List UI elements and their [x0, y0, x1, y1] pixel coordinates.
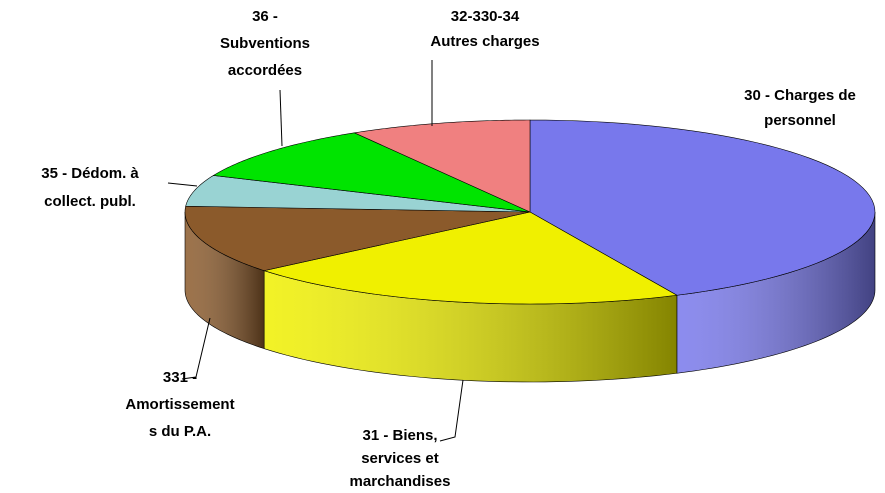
slice-label: 36 -Subventions accordées	[220, 8, 310, 79]
slice-label: 331 -Amortissement s du P.A.	[125, 369, 234, 440]
pie-slice	[263, 211, 678, 305]
pie-slice	[185, 175, 531, 213]
leader-line	[181, 317, 211, 380]
slice-label: 31 - Biens, services et marchandises	[350, 427, 451, 490]
leader-line	[167, 182, 198, 187]
pie-slice	[212, 132, 531, 213]
leader-line	[439, 379, 464, 442]
slice-label: 30 - Charges de personnel	[744, 87, 856, 129]
pie-slice	[184, 205, 531, 271]
leader-line	[279, 89, 283, 147]
pie-slice	[529, 119, 876, 296]
slice-label: 35 - Dédom. à collect. publ.	[41, 165, 139, 210]
slice-label: 32-330-34 Autres charges	[430, 8, 539, 50]
pie-slice	[353, 119, 531, 213]
slice-side	[184, 211, 265, 350]
